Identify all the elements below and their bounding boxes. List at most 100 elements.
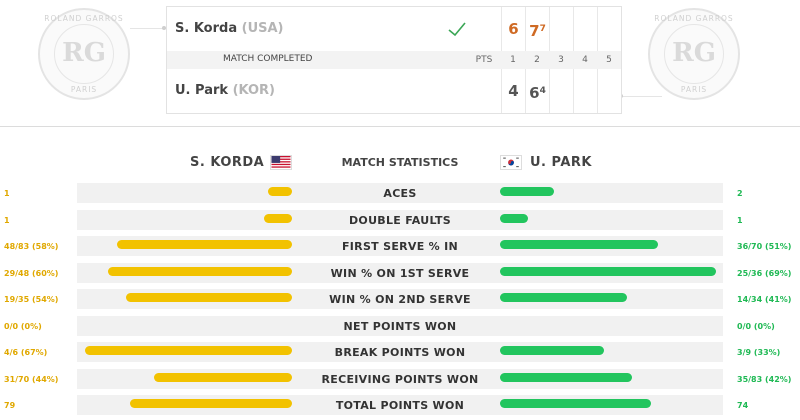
stat-bar-player2 — [500, 240, 658, 249]
player1-country: (USA) — [241, 21, 284, 36]
player1-name: S. Korda (USA) — [175, 21, 284, 36]
winner-check-icon — [448, 22, 466, 37]
scoreboard-player1-row: S. Korda (USA) 6 77 — [167, 7, 621, 51]
stat-label: RECEIVING POINTS WON — [321, 372, 479, 386]
logo-arc-bottom-text: PARIS — [680, 85, 708, 94]
stat-label: BREAK POINTS WON — [334, 346, 466, 359]
match-status: MATCH COMPLETED — [223, 54, 313, 64]
stat-label: ACES — [383, 187, 417, 200]
stat-row: 0/0 (0%) NET POINTS WON 0/0 (0%) — [0, 314, 800, 341]
logo-connector-right — [622, 96, 662, 97]
player2-name-text: U. Park — [175, 83, 229, 98]
stat-row: 1 ACES 2 — [0, 181, 800, 208]
player1-set5-score — [597, 7, 621, 51]
stat-bar-player2 — [500, 293, 628, 302]
stat-value-player1: 1 — [4, 215, 10, 225]
stat-bar-player2 — [500, 399, 652, 408]
section-divider — [0, 126, 800, 127]
header-set1: 1 — [510, 55, 516, 65]
player2-set1-score: 4 — [501, 69, 525, 113]
player2-set2-score: 64 — [525, 69, 549, 113]
player1-set2-tiebreak: 7 — [539, 24, 546, 34]
stats-player2-name: U. PARK — [530, 155, 592, 170]
logo-arc-top-text: ROLAND GARROS — [44, 14, 124, 23]
player1-set1-games: 6 — [508, 20, 519, 38]
stat-value-player1: 19/35 (54%) — [4, 295, 59, 304]
stat-value-player2: 1 — [737, 215, 743, 225]
stat-value-player2: 2 — [737, 189, 743, 198]
stat-row-background — [77, 209, 723, 230]
stat-bar-player1 — [263, 213, 292, 223]
logo-monogram: RG — [672, 38, 716, 68]
stat-value-player1: 4/6 (67%) — [4, 348, 48, 357]
stat-value-player2: 0/0 (0%) — [737, 321, 775, 331]
stat-label: WIN % ON 1ST SERVE — [330, 266, 470, 280]
stat-bar-player2 — [500, 213, 529, 223]
player1-set2-games: 7 — [529, 22, 540, 40]
header-set2: 2 — [534, 55, 540, 65]
stat-value-player1: 29/48 (60%) — [4, 268, 59, 278]
match-statistics-title: MATCH STATISTICS — [341, 156, 459, 169]
stat-row: 4/6 (67%) BREAK POINTS WON 3/9 (33%) — [0, 340, 800, 367]
stat-bar-player2 — [500, 187, 554, 196]
stat-value-player2: 3/9 (33%) — [737, 348, 781, 357]
roland-garros-logo-right: ROLAND GARROS RG PARIS — [648, 8, 740, 100]
logo-connector-left — [130, 28, 166, 29]
logo-arc-bottom-text: PARIS — [70, 85, 98, 94]
stat-row: 48/83 (58%) FIRST SERVE % IN 36/70 (51%) — [0, 234, 800, 261]
usa-flag-icon — [270, 155, 292, 170]
player1-set3-score — [549, 7, 573, 51]
stat-row: 1 DOUBLE FAULTS 1 — [0, 208, 800, 235]
stat-label: NET POINTS WON — [343, 319, 457, 333]
stat-row-background — [77, 315, 723, 336]
player1-name-text: S. Korda — [175, 21, 238, 36]
stat-value-player2: 35/83 (42%) — [737, 374, 792, 384]
stat-label: DOUBLE FAULTS — [348, 213, 452, 227]
stat-bar-player1 — [117, 240, 292, 249]
stat-row: 29/48 (60%) WIN % ON 1ST SERVE 25/36 (69%) — [0, 261, 800, 288]
logo-monogram: RG — [62, 38, 106, 68]
header-set5: 5 — [606, 55, 612, 65]
logo-ring — [54, 24, 114, 84]
stat-value-player2: 74 — [737, 401, 749, 410]
stat-label: TOTAL POINTS WON — [335, 399, 465, 412]
stats-player1-name: S. KORDA — [190, 155, 265, 170]
stat-value-player1: 48/83 (58%) — [4, 242, 59, 251]
player1-set4-score — [573, 7, 597, 51]
player2-set2-games: 6 — [529, 84, 540, 102]
header-pts: PTS — [475, 55, 493, 65]
stat-bar-player2 — [500, 346, 604, 355]
stat-value-player1: 1 — [4, 189, 10, 198]
stat-label: WIN % ON 2ND SERVE — [329, 293, 471, 306]
stat-row: 79 TOTAL POINTS WON 74 — [0, 393, 800, 420]
connector-dot-left — [162, 26, 166, 30]
stat-row: 31/70 (44%) RECEIVING POINTS WON 35/83 (42… — [0, 367, 800, 394]
stat-bar-player1 — [108, 266, 292, 276]
header-set4: 4 — [582, 55, 588, 65]
player2-name: U. Park (KOR) — [175, 83, 275, 98]
player2-set4-score — [573, 69, 597, 113]
kor-flag-icon — [500, 155, 522, 170]
stat-row-background — [77, 183, 723, 203]
logo-arc-top-text: ROLAND GARROS — [654, 14, 734, 23]
stat-value-player1: 31/70 (44%) — [4, 374, 59, 384]
stat-bar-player1 — [130, 399, 292, 408]
roland-garros-logo-left: ROLAND GARROS RG PARIS — [38, 8, 130, 100]
stat-bar-player1 — [153, 372, 292, 382]
stat-value-player1: 0/0 (0%) — [4, 321, 42, 331]
stat-value-player2: 14/34 (41%) — [737, 295, 792, 304]
stat-label: FIRST SERVE % IN — [341, 240, 459, 253]
player2-set3-score — [549, 69, 573, 113]
player2-set5-score — [597, 69, 621, 113]
stat-bar-player1 — [125, 293, 292, 302]
stat-row: 19/35 (54%) WIN % ON 2ND SERVE 14/34 (41%) — [0, 287, 800, 314]
player2-set1-games: 4 — [508, 82, 519, 100]
header-set3: 3 — [558, 55, 564, 65]
player1-set2-score: 77 — [525, 7, 549, 51]
stat-value-player2: 36/70 (51%) — [737, 242, 792, 251]
stat-value-player1: 79 — [4, 401, 16, 410]
player2-set2-tiebreak: 4 — [539, 86, 546, 96]
scoreboard-header-row: MATCH COMPLETED PTS 1 2 3 4 5 — [167, 51, 621, 69]
stat-bar-player1 — [84, 346, 292, 355]
scoreboard: S. Korda (USA) 6 77 MATCH COMPLETED PTS … — [166, 6, 622, 114]
